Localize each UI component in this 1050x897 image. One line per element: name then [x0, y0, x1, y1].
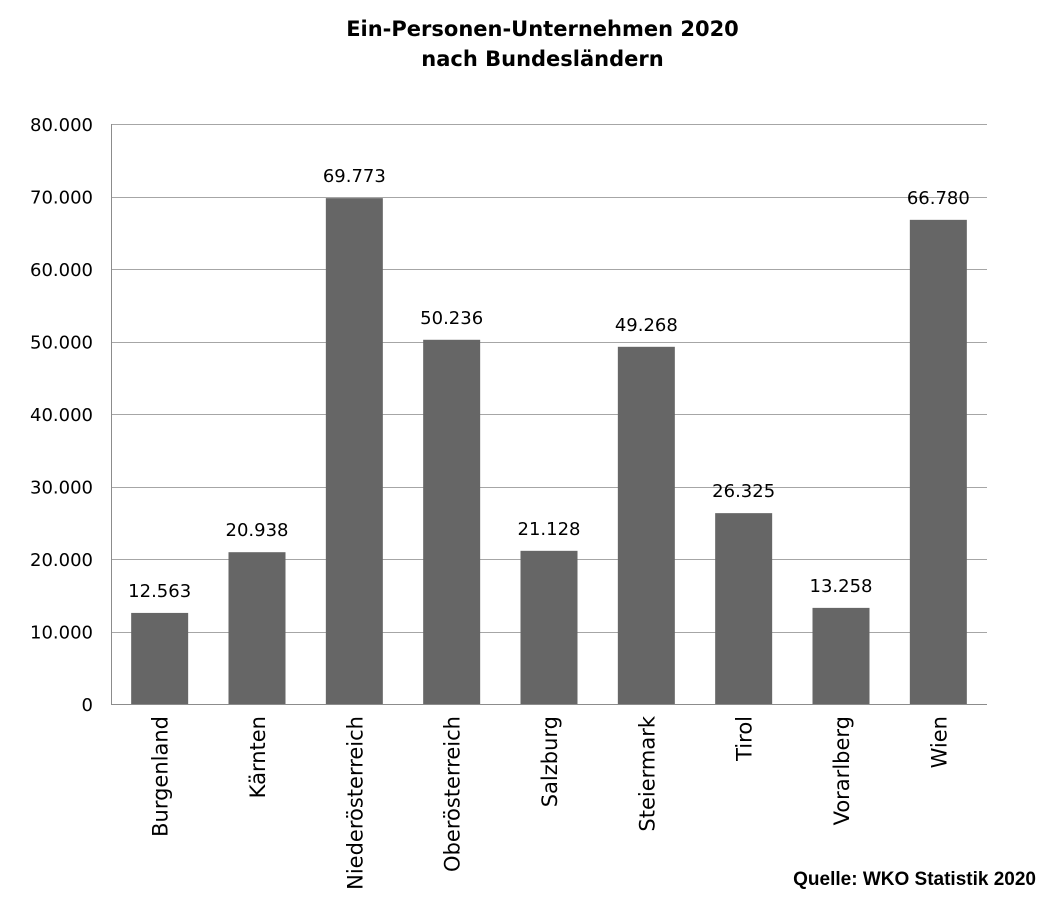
- y-tick-label: 80.000: [30, 115, 93, 136]
- data-label: 49.268: [615, 315, 678, 336]
- x-tick-label: Oberösterreich: [441, 716, 465, 872]
- x-tick-label: Steiermark: [635, 715, 659, 831]
- chart-title-line-1: Ein-Personen-Unternehmen 2020: [346, 17, 739, 41]
- y-tick-label: 50.000: [30, 333, 93, 354]
- data-label: 21.128: [518, 519, 581, 540]
- y-tick-label: 20.000: [30, 550, 93, 571]
- bar: [131, 612, 189, 704]
- data-label: 50.236: [420, 308, 483, 329]
- y-tick-label: 0: [82, 695, 93, 716]
- bar: [325, 198, 383, 704]
- x-tick-label: Tirol: [733, 716, 757, 762]
- bars: [131, 198, 967, 704]
- bar: [909, 219, 967, 704]
- data-label: 20.938: [226, 520, 289, 541]
- x-tick-label: Salzburg: [538, 716, 562, 807]
- x-tick-labels: Burgenland Kärnten Niederösterreich Oberöst…: [149, 715, 952, 890]
- x-tick-label: Burgenland: [149, 716, 173, 837]
- data-label: 66.780: [907, 188, 970, 209]
- chart-title: Ein-Personen-Unternehmen 2020 nach Bunde…: [0, 14, 1050, 74]
- bar: [520, 550, 578, 704]
- x-tick-label: Vorarlberg: [830, 716, 854, 825]
- x-tick-label: Kärnten: [246, 716, 270, 798]
- bar: [423, 339, 481, 704]
- data-label: 13.258: [810, 576, 873, 597]
- x-tick-label: Wien: [927, 716, 951, 768]
- y-tick-label: 30.000: [30, 478, 93, 499]
- chart-title-line-2: nach Bundesländern: [421, 47, 664, 71]
- data-label: 69.773: [323, 166, 386, 187]
- bar: [715, 513, 773, 704]
- gridlines: [111, 124, 987, 633]
- axes: [111, 124, 987, 705]
- y-tick-label: 70.000: [30, 188, 93, 209]
- y-tick-label: 40.000: [30, 405, 93, 426]
- source-note: Quelle: WKO Statistik 2020: [793, 869, 1036, 890]
- y-tick-labels: 0 10.000 20.000 30.000 40.000 50.000 60.000 70.…: [30, 115, 93, 716]
- x-tick-label: Niederösterreich: [343, 716, 367, 890]
- y-tick-label: 10.000: [30, 623, 93, 644]
- y-tick-label: 60.000: [30, 260, 93, 281]
- bar: [617, 346, 675, 704]
- data-label: 26.325: [712, 481, 775, 502]
- data-labels: 12.563 20.938 69.773 50.236 21.128 49.268 26.3…: [128, 166, 970, 602]
- data-label: 12.563: [128, 581, 191, 602]
- bar: [228, 552, 286, 704]
- bar: [812, 607, 870, 704]
